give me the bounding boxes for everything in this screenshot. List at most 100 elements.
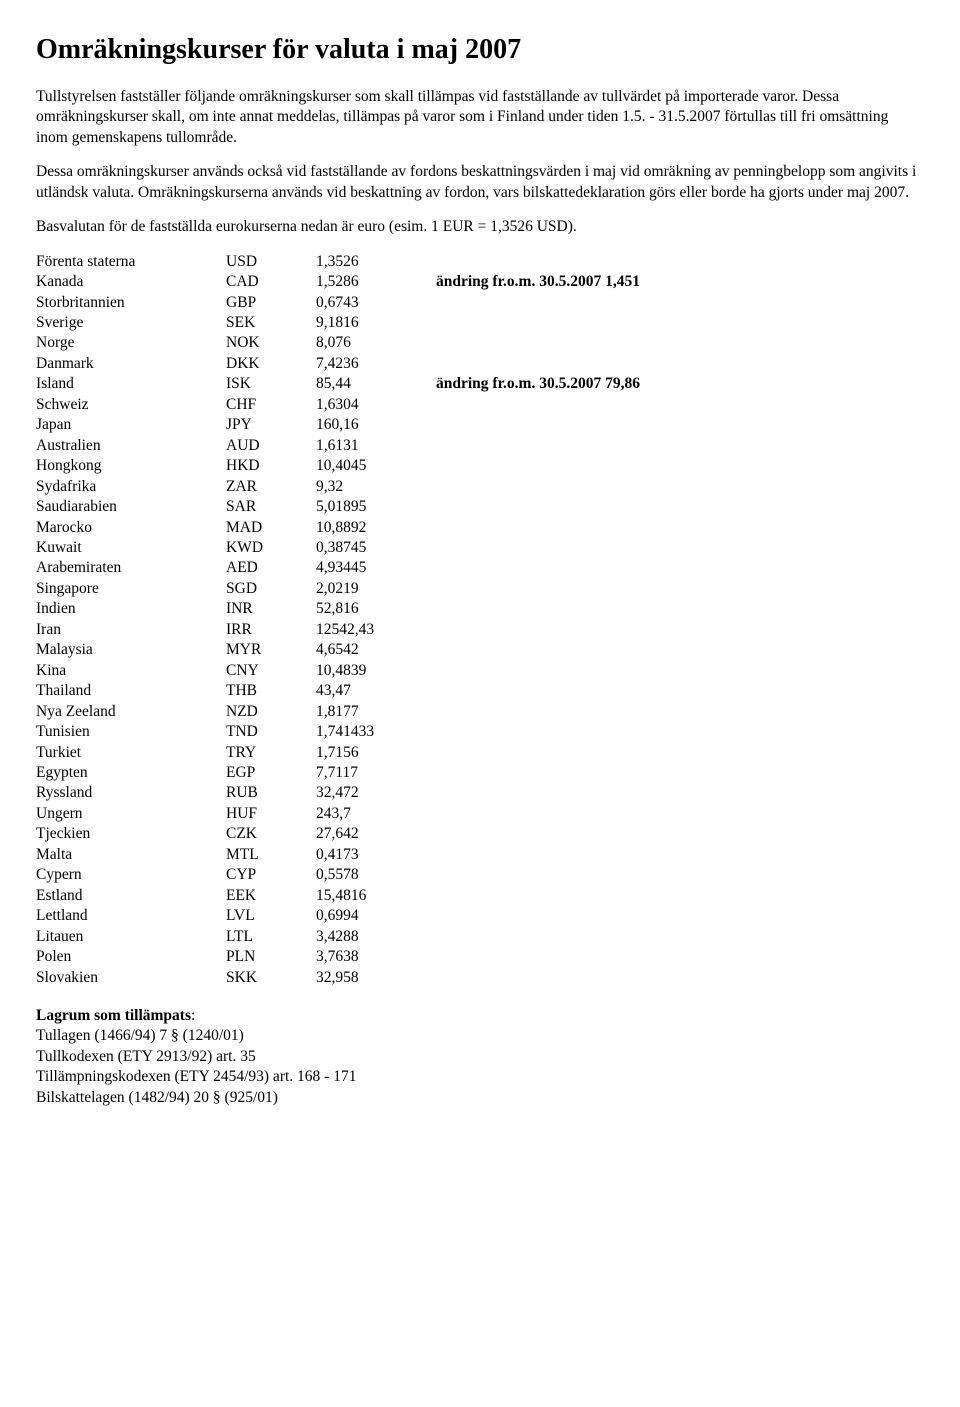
rate-cell: 7,7117 — [316, 763, 436, 783]
rate-cell: 160,16 — [316, 415, 436, 435]
table-row: SydafrikaZAR9,32 — [36, 477, 924, 497]
code-cell: DKK — [226, 354, 316, 374]
lagrum-line: Bilskattelagen (1482/94) 20 § (925/01) — [36, 1088, 924, 1108]
table-row: LettlandLVL0,6994 — [36, 906, 924, 926]
rate-cell: 243,7 — [316, 804, 436, 824]
rate-cell: 32,958 — [316, 968, 436, 988]
code-cell: CZK — [226, 824, 316, 844]
table-row: JapanJPY160,16 — [36, 415, 924, 435]
table-row: IndienINR52,816 — [36, 599, 924, 619]
code-cell: AUD — [226, 436, 316, 456]
code-cell: CHF — [226, 395, 316, 415]
code-cell: MTL — [226, 845, 316, 865]
rate-cell: 85,44 — [316, 374, 436, 394]
table-row: TunisienTND1,741433 — [36, 722, 924, 742]
code-cell: SGD — [226, 579, 316, 599]
rate-cell: 10,8892 — [316, 518, 436, 538]
code-cell: CYP — [226, 865, 316, 885]
intro-paragraph-1: Tullstyrelsen fastställer följande omräk… — [36, 87, 924, 148]
code-cell: RUB — [226, 783, 316, 803]
country-cell: Schweiz — [36, 395, 226, 415]
table-row: StorbritannienGBP0,6743 — [36, 293, 924, 313]
code-cell: THB — [226, 681, 316, 701]
intro-paragraph-3: Basvalutan för de fastställda eurokurser… — [36, 217, 924, 237]
rate-cell: 1,3526 — [316, 252, 436, 272]
code-cell: TRY — [226, 743, 316, 763]
code-cell: PLN — [226, 947, 316, 967]
country-cell: Arabemiraten — [36, 558, 226, 578]
rate-cell: 0,4173 — [316, 845, 436, 865]
rate-cell: 3,7638 — [316, 947, 436, 967]
rate-cell: 2,0219 — [316, 579, 436, 599]
table-row: SverigeSEK9,1816 — [36, 313, 924, 333]
code-cell: JPY — [226, 415, 316, 435]
rate-cell: 10,4045 — [316, 456, 436, 476]
lagrum-colon: : — [191, 1007, 195, 1024]
rate-cell: 0,6743 — [316, 293, 436, 313]
country-cell: Malta — [36, 845, 226, 865]
rate-cell: 27,642 — [316, 824, 436, 844]
rate-cell: 1,6131 — [316, 436, 436, 456]
code-cell: HKD — [226, 456, 316, 476]
code-cell: SEK — [226, 313, 316, 333]
country-cell: Polen — [36, 947, 226, 967]
rate-cell: 1,5286 — [316, 272, 436, 292]
rate-cell: 10,4839 — [316, 661, 436, 681]
table-row: NorgeNOK8,076 — [36, 333, 924, 353]
note-cell: ändring fr.o.m. 30.5.2007 79,86 — [436, 374, 640, 394]
country-cell: Island — [36, 374, 226, 394]
country-cell: Kanada — [36, 272, 226, 292]
table-row: DanmarkDKK7,4236 — [36, 354, 924, 374]
table-row: KuwaitKWD0,38745 — [36, 538, 924, 558]
rate-cell: 1,6304 — [316, 395, 436, 415]
code-cell: IRR — [226, 620, 316, 640]
rate-cell: 9,1816 — [316, 313, 436, 333]
rate-cell: 0,6994 — [316, 906, 436, 926]
lagrum-line: Tullkodexen (ETY 2913/92) art. 35 — [36, 1047, 924, 1067]
code-cell: USD — [226, 252, 316, 272]
country-cell: Lettland — [36, 906, 226, 926]
table-row: TurkietTRY1,7156 — [36, 743, 924, 763]
table-row: TjeckienCZK27,642 — [36, 824, 924, 844]
currency-table: Förenta staternaUSD1,3526 KanadaCAD1,5286… — [36, 252, 924, 988]
country-cell: Storbritannien — [36, 293, 226, 313]
country-cell: Singapore — [36, 579, 226, 599]
lagrum-section: Lagrum som tillämpats: Tullagen (1466/94… — [36, 1006, 924, 1108]
code-cell: ZAR — [226, 477, 316, 497]
lagrum-title: Lagrum som tillämpats — [36, 1007, 191, 1024]
country-cell: Thailand — [36, 681, 226, 701]
country-cell: Saudiarabien — [36, 497, 226, 517]
code-cell: EGP — [226, 763, 316, 783]
table-row: EgyptenEGP7,7117 — [36, 763, 924, 783]
table-row: ThailandTHB43,47 — [36, 681, 924, 701]
table-row: ArabemiratenAED4,93445 — [36, 558, 924, 578]
code-cell: MYR — [226, 640, 316, 660]
country-cell: Malaysia — [36, 640, 226, 660]
country-cell: Kina — [36, 661, 226, 681]
country-cell: Ungern — [36, 804, 226, 824]
code-cell: GBP — [226, 293, 316, 313]
country-cell: Marocko — [36, 518, 226, 538]
country-cell: Slovakien — [36, 968, 226, 988]
table-row: IslandISK85,44ändring fr.o.m. 30.5.2007 … — [36, 374, 924, 394]
rate-cell: 0,38745 — [316, 538, 436, 558]
rate-cell: 7,4236 — [316, 354, 436, 374]
code-cell: AED — [226, 558, 316, 578]
table-row: LitauenLTL3,4288 — [36, 927, 924, 947]
country-cell: Förenta staterna — [36, 252, 226, 272]
code-cell: KWD — [226, 538, 316, 558]
table-row: KinaCNY10,4839 — [36, 661, 924, 681]
rate-cell: 43,47 — [316, 681, 436, 701]
rate-cell: 3,4288 — [316, 927, 436, 947]
code-cell: SKK — [226, 968, 316, 988]
country-cell: Australien — [36, 436, 226, 456]
country-cell: Litauen — [36, 927, 226, 947]
intro-paragraph-2: Dessa omräkningskurser används också vid… — [36, 162, 924, 203]
table-row: CypernCYP0,5578 — [36, 865, 924, 885]
code-cell: EEK — [226, 886, 316, 906]
table-row: Nya ZeelandNZD1,8177 — [36, 702, 924, 722]
code-cell: CAD — [226, 272, 316, 292]
rate-cell: 32,472 — [316, 783, 436, 803]
table-row: SlovakienSKK32,958 — [36, 968, 924, 988]
code-cell: NZD — [226, 702, 316, 722]
